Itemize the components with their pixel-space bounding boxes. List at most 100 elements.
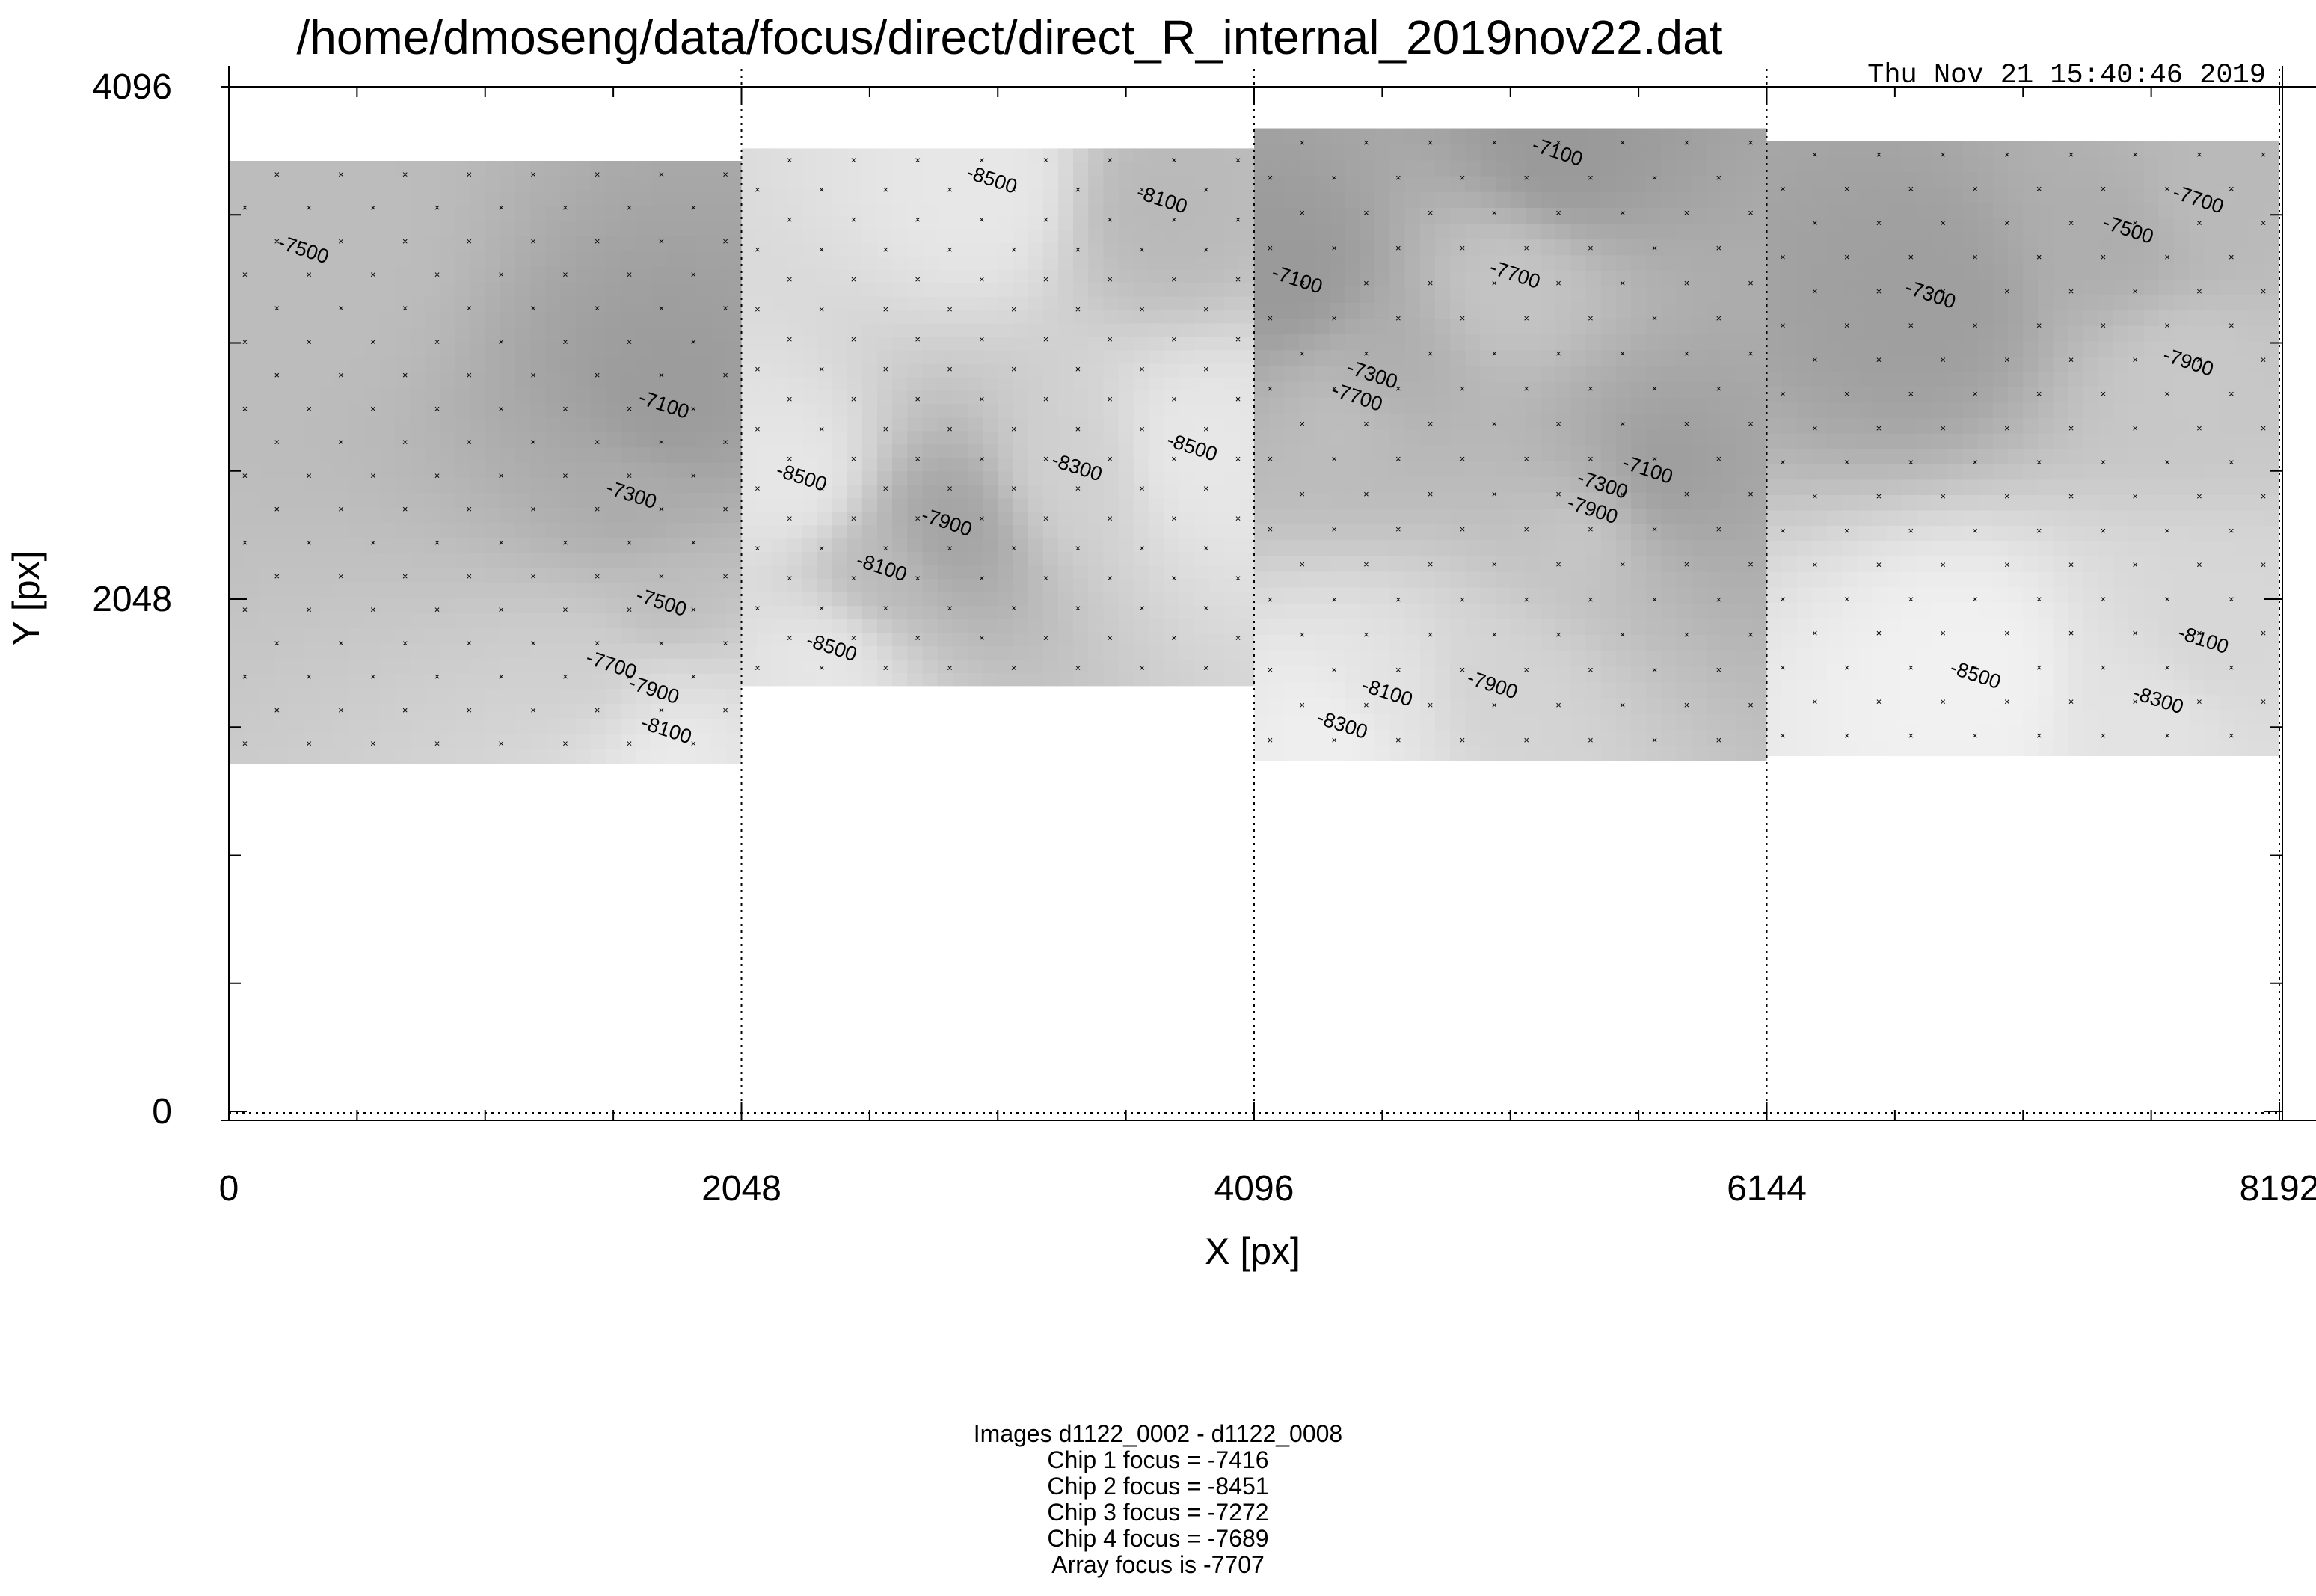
field-cell [967, 310, 983, 324]
field-cell [440, 311, 456, 328]
field-cell [575, 432, 592, 448]
field-cell [606, 552, 621, 568]
field-cell [1811, 402, 1828, 419]
field-cell [666, 387, 682, 403]
field-cell [1028, 470, 1044, 485]
field-cell [349, 161, 366, 177]
field-cell [636, 477, 652, 493]
field-cell [741, 484, 758, 499]
field-cell [1541, 555, 1556, 572]
field-cell [1585, 381, 1602, 398]
field-cell [967, 363, 983, 378]
field-cell [937, 403, 953, 418]
field-cell [861, 376, 878, 391]
field-cell [500, 402, 516, 418]
field-cell [606, 356, 621, 372]
field-cell [409, 356, 426, 372]
field-cell [1434, 349, 1451, 366]
field-cell [1510, 460, 1526, 477]
sample-marker: × [595, 236, 600, 247]
field-cell [334, 206, 350, 222]
field-cell [259, 703, 275, 719]
field-cell [1736, 318, 1752, 335]
field-cell [1510, 476, 1526, 493]
field-cell [1344, 508, 1360, 525]
field-cell [636, 446, 652, 463]
field-cell [1541, 286, 1556, 303]
field-cell [1796, 263, 1813, 280]
field-cell [681, 568, 697, 583]
field-cell [696, 537, 712, 553]
field-cell [1661, 587, 1677, 604]
sample-marker: × [1268, 453, 1274, 464]
field-cell [606, 658, 621, 674]
field-cell [1495, 254, 1511, 271]
field-cell [1857, 448, 1873, 464]
field-cell [1360, 223, 1375, 240]
field-cell [1314, 460, 1330, 477]
field-cell [440, 477, 456, 493]
field-cell [1917, 202, 1933, 218]
field-cell [1299, 571, 1315, 588]
field-cell [470, 311, 486, 328]
field-cell [937, 363, 953, 378]
field-cell [621, 507, 636, 524]
field-cell [771, 322, 787, 337]
field-cell [651, 462, 667, 478]
field-cell [289, 372, 305, 387]
field-cell [1887, 202, 1903, 218]
sample-marker: × [530, 705, 536, 716]
field-cell [1434, 302, 1451, 319]
field-cell [1887, 694, 1903, 710]
field-cell [1374, 587, 1391, 604]
field-cell [1073, 229, 1089, 243]
field-cell [741, 296, 758, 310]
field-cell [334, 658, 350, 674]
field-cell [1495, 539, 1511, 556]
field-cell [967, 497, 983, 512]
field-cell [1887, 464, 1903, 480]
field-cell [394, 507, 411, 524]
field-cell [1179, 511, 1194, 526]
field-cell [696, 688, 712, 705]
field-cell [1148, 175, 1164, 189]
field-cell [1389, 729, 1406, 746]
field-cell [1344, 175, 1360, 192]
field-cell [861, 256, 878, 270]
field-cell [907, 376, 924, 391]
field-cell [500, 642, 516, 659]
field-cell [1525, 365, 1541, 382]
field-cell [244, 583, 259, 599]
field-cell [666, 356, 682, 372]
field-cell [1872, 417, 1888, 434]
field-cell [229, 176, 245, 191]
field-cell [741, 336, 758, 351]
sample-marker: × [1331, 242, 1337, 254]
field-cell [1103, 430, 1119, 445]
field-cell [1676, 334, 1692, 351]
field-cell [937, 592, 953, 607]
field-cell [515, 658, 531, 674]
field-cell [741, 417, 758, 432]
field-cell [1736, 413, 1752, 430]
field-cell [771, 470, 787, 485]
sample-marker: × [242, 336, 248, 347]
field-cell [1872, 340, 1888, 357]
field-cell [1314, 698, 1330, 714]
field-cell [1480, 634, 1496, 651]
field-cell [1434, 239, 1451, 256]
field-cell [1028, 524, 1044, 539]
field-cell [1374, 349, 1391, 366]
field-cell [274, 266, 290, 282]
field-cell [304, 477, 320, 493]
field-cell [636, 583, 652, 599]
field-cell [711, 537, 727, 553]
field-cell [425, 326, 440, 343]
field-cell [1766, 617, 1783, 634]
sample-marker: × [1716, 594, 1721, 605]
field-cell [1042, 148, 1059, 162]
field-cell [1360, 698, 1375, 714]
sample-marker: × [498, 671, 504, 682]
sample-marker: × [1555, 418, 1561, 429]
field-cell [575, 341, 592, 357]
